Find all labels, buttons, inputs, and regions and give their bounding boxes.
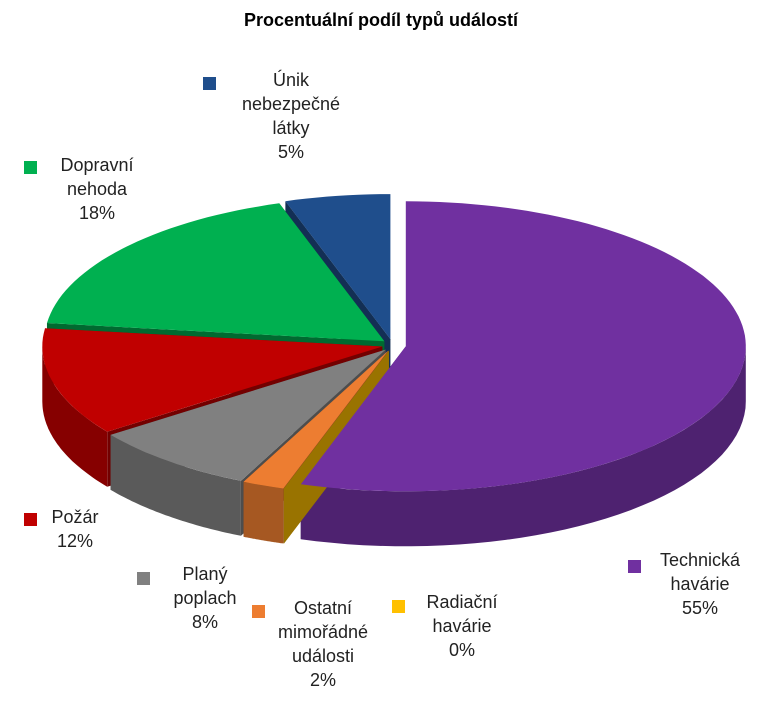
category-label: Planý poplach <box>173 564 237 608</box>
legend-swatch <box>203 77 216 90</box>
value-label: 5% <box>277 142 304 162</box>
slice-wall <box>110 434 241 536</box>
value-label: 0% <box>448 640 475 660</box>
value-label: 8% <box>191 612 218 632</box>
legend-swatch <box>24 513 37 526</box>
legend-swatch <box>628 560 641 573</box>
slice <box>243 350 389 489</box>
slice <box>283 350 389 489</box>
category-label: Únik nebezpečné látky <box>241 70 341 138</box>
slice <box>42 328 383 432</box>
slice <box>110 349 386 481</box>
pie-tops <box>42 194 746 492</box>
category-label: Radiační havárie <box>426 592 498 636</box>
value-label: 2% <box>309 670 336 690</box>
value-label: 12% <box>56 531 94 551</box>
slice-wall <box>42 346 108 487</box>
legend-swatch <box>24 161 37 174</box>
chart-title: Procentuální podíl typů událostí <box>243 10 518 30</box>
slice <box>300 201 746 492</box>
slice <box>47 203 385 342</box>
value-label: 18% <box>78 203 116 223</box>
slice-wall <box>243 481 284 544</box>
legend-swatch <box>392 600 405 613</box>
legend-swatch <box>252 605 265 618</box>
slice <box>285 194 391 340</box>
category-label: Požár <box>51 507 99 527</box>
category-label: Dopravní nehoda <box>60 155 134 199</box>
slice-wall <box>300 346 746 547</box>
category-label: Ostatní mimořádné události <box>277 598 369 666</box>
category-label: Technická havárie <box>659 550 741 594</box>
value-label: 55% <box>681 598 719 618</box>
legend-swatch <box>137 572 150 585</box>
